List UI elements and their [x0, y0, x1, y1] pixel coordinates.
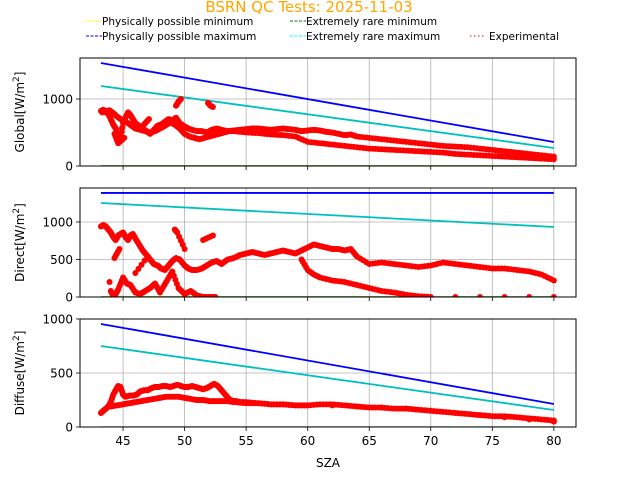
series-physically-possible-maximum: [100, 62, 555, 143]
y-tick-label: 0: [65, 291, 73, 305]
legend-label: Physically possible maximum: [102, 31, 256, 43]
panel-diffuse: 0 500 1000 45 50 55 60 65 70 75 80 Diffuse[W/m2]: [12, 313, 577, 448]
chart-title: BSRN QC Tests: 2025-11-03: [205, 0, 412, 16]
y-tick-label: 500: [50, 367, 73, 381]
x-tick-label: 75: [485, 434, 500, 448]
data-point: [181, 245, 188, 252]
legend: Physically possible minimum Extremely rar…: [86, 16, 559, 43]
data-point: [477, 294, 483, 297]
y-axis-label: Direct[W/m2]: [12, 203, 27, 282]
legend-entry: Experimental: [470, 31, 559, 43]
x-tick-label: 45: [115, 434, 130, 448]
legend-entry: Physically possible minimum: [86, 16, 253, 28]
series-extremely-rare-maximum: [100, 345, 554, 411]
data-point: [141, 257, 148, 264]
axes-frame: [79, 57, 577, 167]
axes-frame: [79, 187, 577, 298]
legend-label: Experimental: [489, 31, 559, 43]
data-point: [550, 418, 557, 425]
data-point: [427, 407, 434, 414]
data-point: [477, 412, 483, 419]
data-point: [526, 416, 533, 423]
data-point: [452, 294, 459, 297]
y-tick-label: 1000: [42, 313, 73, 327]
data-point: [378, 404, 385, 411]
panel-global: 0 1000 Global[W/m2]: [12, 57, 577, 174]
data-point: [304, 402, 311, 409]
data-point: [135, 265, 142, 272]
series-experimental: [97, 221, 557, 297]
y-tick-label: 0: [65, 160, 73, 174]
legend-label: Extremely rare maximum: [306, 31, 440, 43]
data-point: [550, 294, 557, 297]
series-extremely-rare-maximum: [100, 202, 554, 228]
data-point: [501, 294, 508, 297]
legend-entry: Extremely rare minimum: [290, 16, 437, 28]
x-axis-label: SZA: [316, 456, 341, 470]
legend-label: Physically possible minimum: [102, 16, 253, 28]
x-tick-label: 60: [300, 434, 315, 448]
series-physically-possible-maximum: [100, 323, 555, 405]
data-point: [329, 402, 336, 409]
data-point: [116, 245, 123, 252]
data-point: [212, 294, 219, 297]
y-tick-label: 1000: [42, 215, 73, 229]
data-point: [550, 277, 557, 284]
x-tick-label: 70: [423, 434, 438, 448]
data-point: [138, 261, 145, 268]
data-point: [118, 125, 125, 132]
data-point: [106, 278, 113, 285]
x-tick-label: 50: [177, 434, 192, 448]
y-tick-label: 0: [65, 421, 73, 435]
series-experimental: [97, 96, 557, 163]
x-tick-label: 65: [362, 434, 377, 448]
x-tick-label: 55: [239, 434, 254, 448]
data-point: [144, 253, 151, 260]
y-axis-label: Diffuse[W/m2]: [12, 331, 27, 416]
series-extremely-rare-maximum: [100, 85, 554, 149]
x-tick-label: 80: [546, 434, 561, 448]
data-point: [550, 156, 557, 163]
data-point: [209, 232, 216, 239]
data-point: [121, 134, 128, 141]
legend-label: Extremely rare minimum: [306, 16, 437, 28]
data-point: [177, 96, 184, 103]
data-point: [427, 294, 434, 297]
data-point: [209, 104, 216, 111]
data-point: [526, 294, 533, 297]
legend-entry: Physically possible maximum: [86, 31, 256, 43]
legend-entry: Extremely rare maximum: [290, 31, 440, 43]
data-point: [403, 405, 410, 412]
data-point: [353, 403, 360, 410]
data-point: [452, 409, 459, 416]
data-point: [501, 414, 508, 421]
data-point: [145, 116, 152, 123]
y-tick-label: 500: [50, 253, 73, 267]
panel-direct: 0 500 1000 Direct[W/m2]: [12, 187, 577, 305]
y-tick-label: 1000: [42, 93, 73, 107]
series-experimental: [97, 380, 557, 425]
data-point: [132, 269, 139, 276]
y-axis-label: Global[W/m2]: [12, 72, 27, 153]
